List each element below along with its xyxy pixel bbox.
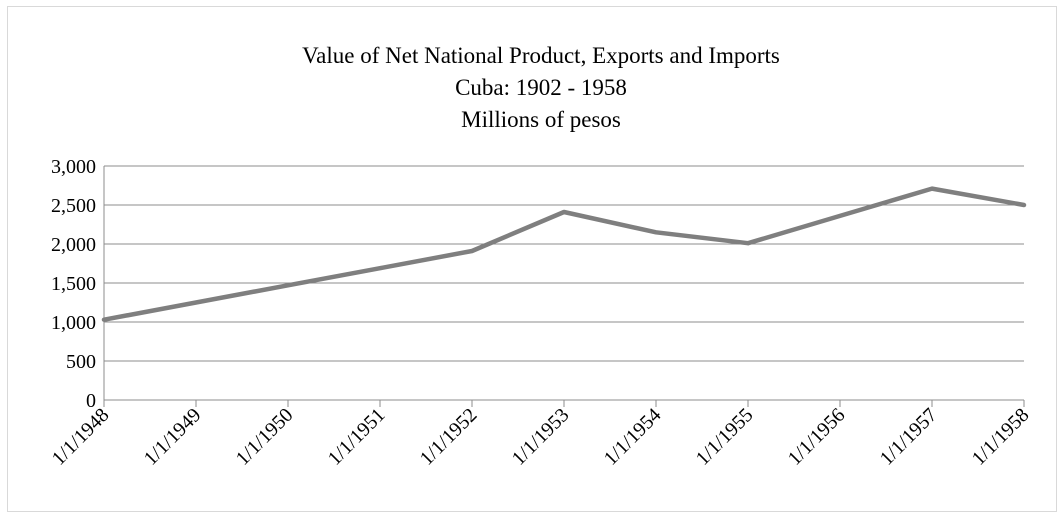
x-tick-label: 1/1/1951 (324, 404, 390, 470)
y-tick-label: 500 (66, 351, 96, 373)
chart-unit-line: Millions of pesos (461, 107, 621, 132)
series-line (101, 186, 1027, 322)
x-tick-label: 1/1/1950 (232, 404, 298, 470)
x-tick-label: 1/1/1955 (692, 404, 758, 470)
x-tick-label: 1/1/1957 (876, 404, 942, 470)
chart-frame: Value of Net National Product, Exports a… (7, 6, 1057, 512)
x-tick-label: 1/1/1958 (968, 404, 1034, 470)
y-axis-tick-labels: 0 500 1,000 1,500 2,000 2,500 3,000 (51, 156, 96, 412)
y-tick-label: 2,500 (51, 195, 96, 217)
x-tick-label: 1/1/1954 (600, 404, 666, 470)
x-tick-label: 1/1/1948 (48, 404, 114, 470)
x-tick-label: 1/1/1956 (784, 404, 850, 470)
y-tick-label: 0 (86, 390, 96, 412)
axes (103, 166, 1025, 407)
x-tick-label: 1/1/1949 (140, 404, 206, 470)
gridlines (104, 165, 1024, 362)
y-tick-label: 1,500 (51, 273, 96, 295)
series-layer (101, 186, 1027, 322)
y-tick-label: 3,000 (51, 156, 96, 178)
chart-title: Value of Net National Product, Exports a… (302, 43, 780, 68)
y-tick-label: 2,000 (51, 234, 96, 256)
x-tick-label: 1/1/1952 (416, 404, 482, 470)
y-tick-label: 1,000 (51, 312, 96, 334)
chart-subtitle: Cuba: 1902 - 1958 (455, 75, 627, 100)
line-chart: Value of Net National Product, Exports a… (48, 43, 1034, 470)
x-tick-label: 1/1/1953 (508, 404, 574, 470)
x-axis-tick-labels: 1/1/1948 1/1/1949 1/1/1950 1/1/1951 1/1/1952… (48, 404, 1034, 470)
